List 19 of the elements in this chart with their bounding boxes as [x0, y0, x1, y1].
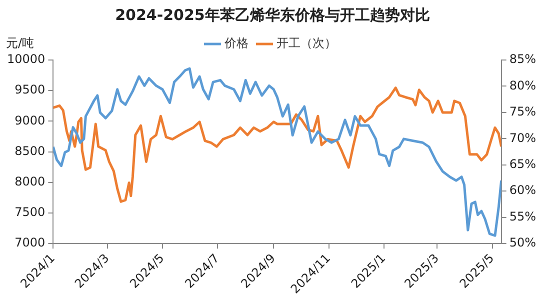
legend-label: 开工（次）: [276, 36, 336, 50]
y2-tick-label: 50%: [509, 236, 536, 250]
y-tick-label: 9000: [14, 113, 46, 128]
y2-tick-label: 55%: [509, 209, 536, 224]
chart-title: 2024-2025年苯乙烯华东价格与开工趋势对比: [114, 6, 431, 25]
y2-tick-label: 70%: [509, 130, 536, 145]
y-tick-label: 10000: [6, 52, 46, 66]
y-tick-label: 8500: [14, 144, 46, 158]
y-tick-label: 7500: [14, 205, 46, 220]
y-tick-label: 8000: [14, 174, 46, 189]
y-axis-title: 元/吨: [6, 36, 34, 50]
y-tick-label: 7000: [14, 236, 46, 250]
y-tick-label: 9500: [14, 82, 46, 97]
y2-tick-label: 60%: [509, 183, 536, 198]
y2-tick-label: 80%: [509, 78, 536, 92]
y2-tick-label: 85%: [509, 52, 536, 66]
y2-tick-label: 75%: [509, 104, 536, 119]
y2-tick-label: 65%: [509, 157, 536, 172]
legend-label: 价格: [224, 36, 248, 50]
